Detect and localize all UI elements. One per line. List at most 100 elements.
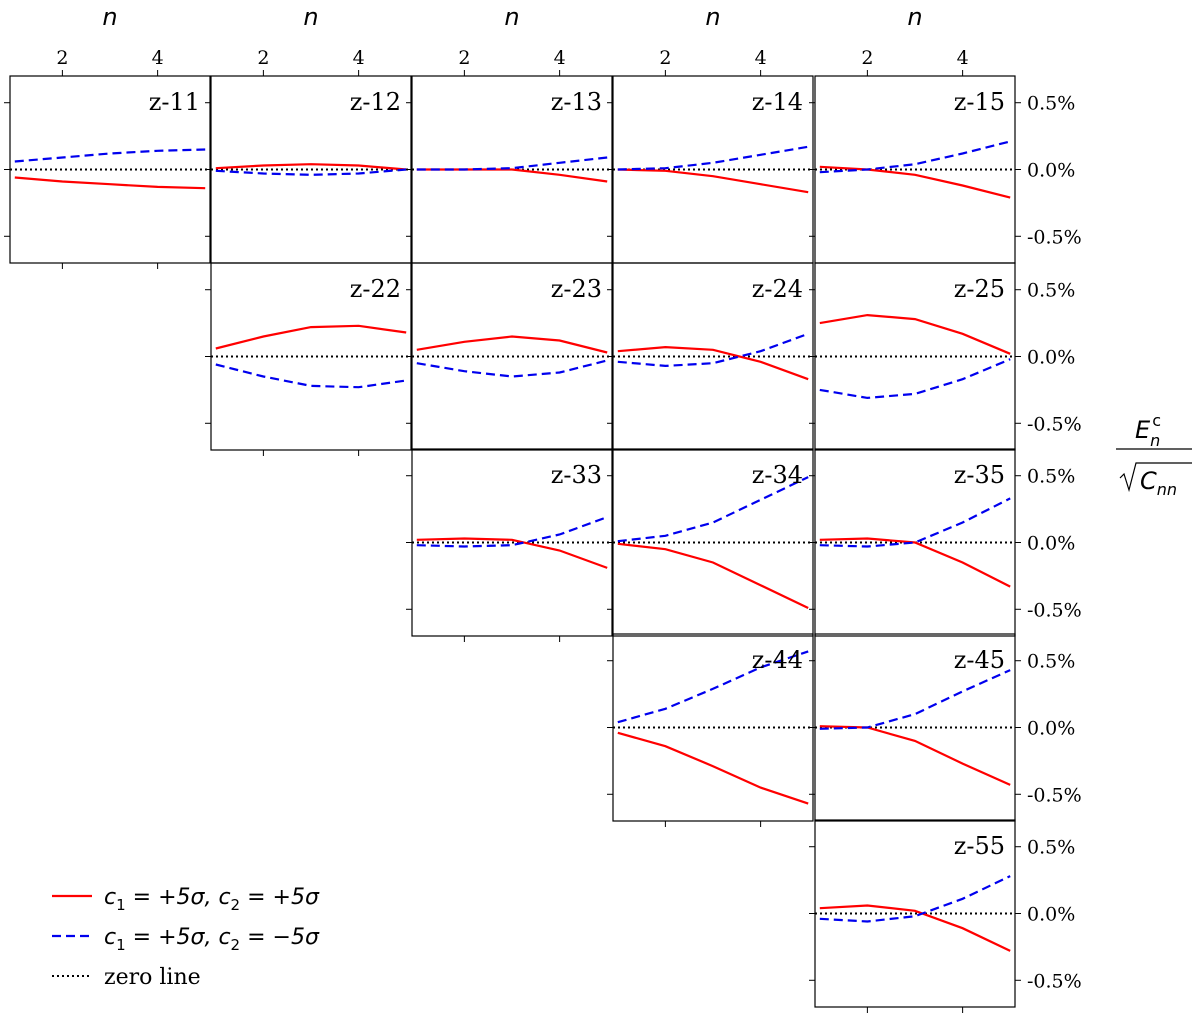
x-tick-label: 2	[257, 47, 269, 69]
y-tick-label: 0.5%	[1027, 466, 1075, 488]
panel-z-22: z-22	[205, 262, 412, 456]
series-line-s2	[819, 669, 1011, 730]
panel-label: z-34	[752, 461, 803, 489]
y-tick-label: 0.5%	[1027, 651, 1075, 673]
legend-label-series-1: c1 = +5σ, c2 = +5σ	[104, 885, 320, 914]
panel-z-34: z-34	[607, 448, 814, 637]
series-line-s2	[416, 516, 608, 548]
panel-label: z-11	[149, 88, 200, 116]
panel-label: z-55	[954, 832, 1005, 860]
legend-var-c1: c	[104, 885, 116, 910]
series-line-s1	[819, 313, 1011, 355]
y-tick-label: -0.5%	[1027, 413, 1082, 435]
legend-value-2: = −5σ	[240, 925, 320, 950]
right-y-axes: 0.5%0.0%-0.5%0.5%0.0%-0.5%0.5%0.0%-0.5%0…	[1015, 93, 1082, 992]
series-line-s2	[215, 363, 407, 389]
panel-z-14: z-14	[607, 75, 814, 264]
panel-z-55: z-55	[809, 819, 1016, 1013]
series-line-s1	[416, 537, 608, 569]
y-axis-label: Enc Cnn	[1116, 411, 1192, 499]
legend-value-1: = +5σ,	[126, 925, 219, 950]
right-y-axis-row-2: 0.5% 0.0% -0.5%	[1015, 280, 1082, 435]
right-y-axis-row-5: 0.5% 0.0% -0.5%	[1015, 837, 1082, 992]
y-tick-label: 0.0%	[1027, 160, 1075, 182]
y-tick-label: 0.0%	[1027, 347, 1075, 369]
legend-sub-1: 1	[116, 896, 126, 914]
y-tick-label: -0.5%	[1027, 970, 1082, 992]
y-tick-label: 0.0%	[1027, 904, 1075, 926]
panel-label: z-25	[954, 275, 1005, 303]
x-tick-label: 4	[152, 47, 164, 69]
series-line-s2	[819, 140, 1011, 174]
series-line-s1	[617, 542, 809, 609]
y-axis-label-sqrt-sign	[1119, 462, 1192, 493]
right-y-axis-row-3: 0.5% 0.0% -0.5%	[1015, 466, 1082, 621]
panel-label: z-15	[954, 88, 1005, 116]
top-x-axis-col-2: 2 4 n	[257, 3, 365, 76]
panel-label: z-35	[954, 461, 1005, 489]
x-axis-label: n	[907, 3, 922, 31]
panel-label: z-14	[752, 88, 803, 116]
panel-label: z-44	[752, 646, 803, 674]
series-line-s2	[617, 145, 809, 171]
series-line-s1	[617, 168, 809, 194]
y-tick-label: -0.5%	[1027, 784, 1082, 806]
panel-z-25: z-25	[809, 262, 1016, 451]
top-x-axis-col-1: 2 4 n	[56, 3, 164, 76]
series-line-s1	[416, 335, 608, 354]
series-line-s2	[416, 359, 608, 378]
panel-label: z-33	[551, 461, 602, 489]
panel-z-15: z-15	[809, 75, 1016, 264]
y-tick-label: -0.5%	[1027, 599, 1082, 621]
y-tick-label: 0.0%	[1027, 718, 1075, 740]
series-line-s2	[819, 875, 1011, 923]
top-x-axes: 2 4 n 2 4 n 2 4 n 2 4 n 2 4 n	[56, 3, 969, 76]
panel-z-12: z-12	[205, 75, 412, 264]
legend-var-c2: c	[218, 925, 230, 950]
series-line-s2	[416, 156, 608, 171]
series-line-s2	[14, 148, 206, 163]
legend-value-1: = +5σ,	[126, 885, 219, 910]
panel-z-13: z-13	[406, 75, 613, 264]
panel-label: z-12	[350, 88, 401, 116]
series-line-s2	[215, 168, 407, 176]
series-line-s1	[617, 731, 809, 805]
series-line-s2	[819, 358, 1011, 400]
y-tick-label: 0.5%	[1027, 837, 1075, 859]
legend-sub-1: 1	[116, 936, 126, 954]
panel-label: z-23	[551, 275, 602, 303]
panel-z-44: z-44	[607, 633, 814, 827]
panel-z-23: z-23	[406, 262, 613, 451]
series-line-s1	[819, 725, 1011, 786]
x-tick-label: 2	[861, 47, 873, 69]
series-line-s1	[215, 324, 407, 350]
x-tick-label: 4	[554, 47, 566, 69]
panel-z-24: z-24	[607, 262, 814, 451]
panels-layer: z-11 z-12 z-13 z-14 z-15 z-22 z-23 z-24 z-25 z-33…	[4, 75, 1016, 1013]
y-tick-label: 0.0%	[1027, 533, 1075, 555]
series-line-s2	[617, 476, 809, 543]
right-y-axis-row-1: 0.5% 0.0% -0.5%	[1015, 93, 1082, 248]
legend: c1 = +5σ, c2 = +5σ c1 = +5σ, c2 = −5σ ze…	[52, 885, 320, 990]
series-line-s1	[819, 904, 1011, 952]
x-axis-label: n	[504, 3, 519, 31]
series-line-s2	[617, 650, 809, 724]
top-x-axis-col-3: 2 4 n	[458, 3, 566, 76]
panel-z-11: z-11	[4, 75, 211, 269]
legend-value-2: = +5σ	[240, 885, 320, 910]
panel-z-35: z-35	[809, 448, 1016, 637]
series-line-s2	[617, 332, 809, 368]
top-x-axis-col-5: 2 4 n	[861, 3, 969, 76]
top-x-axis-col-4: 2 4 n	[659, 3, 767, 76]
panel-label: z-24	[752, 275, 803, 303]
series-line-s1	[416, 168, 608, 183]
x-axis-label: n	[303, 3, 318, 31]
x-axis-label: n	[705, 3, 720, 31]
legend-var-c1: c	[104, 925, 116, 950]
series-line-s1	[14, 176, 206, 190]
right-y-axis-row-4: 0.5% 0.0% -0.5%	[1015, 651, 1082, 806]
series-line-s2	[819, 497, 1011, 548]
y-tick-label: -0.5%	[1027, 226, 1082, 248]
legend-label-zero-line: zero line	[104, 965, 201, 990]
